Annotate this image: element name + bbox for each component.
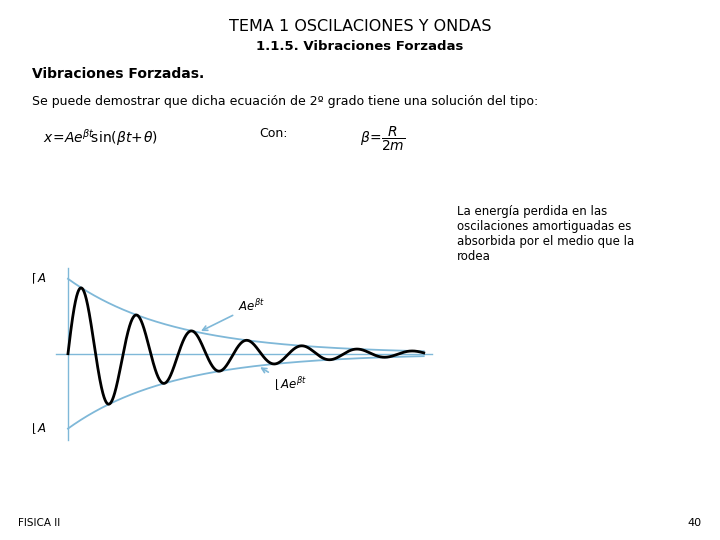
Text: $x\!=\!Ae^{\beta t}\!\sin(\beta t\!+\!\theta)$: $x\!=\!Ae^{\beta t}\!\sin(\beta t\!+\!\t… xyxy=(43,127,158,148)
Text: $\beta\!=\!\dfrac{R}{2m}$: $\beta\!=\!\dfrac{R}{2m}$ xyxy=(360,124,405,152)
Text: La energía perdida en las
oscilaciones amortiguadas es
absorbida por el medio qu: La energía perdida en las oscilaciones a… xyxy=(457,205,634,263)
Text: Se puede demostrar que dicha ecuación de 2º grado tiene una solución del tipo:: Se puede demostrar que dicha ecuación de… xyxy=(32,94,539,107)
Text: $\lfloor\, Ae^{\beta t}$: $\lfloor\, Ae^{\beta t}$ xyxy=(261,368,307,394)
Text: Vibraciones Forzadas.: Vibraciones Forzadas. xyxy=(32,68,204,82)
Text: $\lfloor\, A$: $\lfloor\, A$ xyxy=(30,421,46,436)
Text: Con:: Con: xyxy=(259,127,288,140)
Text: 40: 40 xyxy=(688,518,702,528)
Text: FISICA II: FISICA II xyxy=(18,518,60,528)
Text: $\lceil\, A$: $\lceil\, A$ xyxy=(30,272,46,286)
Text: 1.1.5. Vibraciones Forzadas: 1.1.5. Vibraciones Forzadas xyxy=(256,40,464,53)
Text: TEMA 1 OSCILACIONES Y ONDAS: TEMA 1 OSCILACIONES Y ONDAS xyxy=(229,19,491,34)
Text: $Ae^{\beta t}$: $Ae^{\beta t}$ xyxy=(202,298,265,330)
